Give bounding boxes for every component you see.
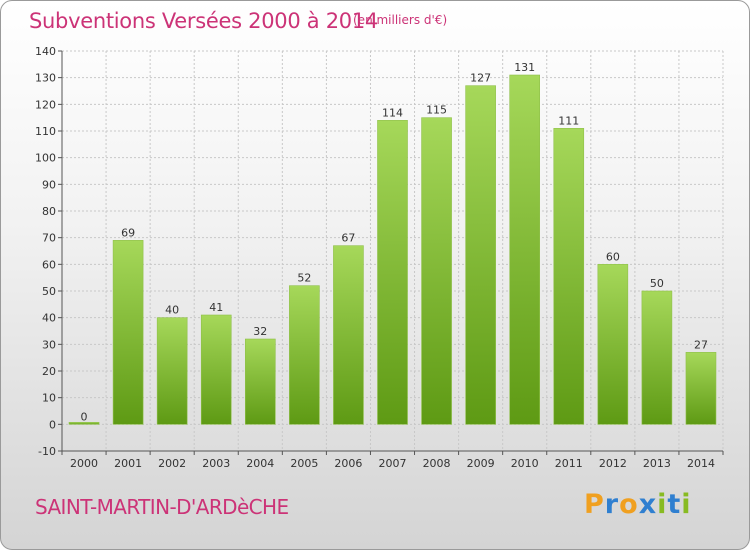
data-label-2005: 52 bbox=[297, 272, 311, 285]
data-label-2004: 32 bbox=[253, 325, 267, 338]
x-tick-label: 2005 bbox=[290, 457, 318, 470]
chart-title: Subventions Versées 2000 à 2014 bbox=[29, 9, 378, 33]
x-tick-label: 2014 bbox=[687, 457, 715, 470]
data-label-2006: 67 bbox=[341, 232, 355, 245]
data-label-2000: 0 bbox=[81, 410, 88, 423]
bar-2008 bbox=[421, 117, 452, 425]
y-tick-label: 30 bbox=[42, 338, 56, 351]
data-label-2012: 60 bbox=[606, 250, 620, 263]
data-label-2011: 111 bbox=[558, 114, 579, 127]
logo-letter: t bbox=[667, 489, 682, 520]
y-tick-label: 10 bbox=[42, 392, 56, 405]
labels: 0 2000 69 2001 40 2002 41 2003 32 2004 52 2005 67 200… bbox=[70, 61, 715, 470]
x-tick-label: 2011 bbox=[555, 457, 583, 470]
location-name: SAINT-MARTIN-D'ARDèCHE bbox=[35, 495, 289, 519]
y-tick-label: 140 bbox=[35, 45, 56, 58]
y-tick-label: 110 bbox=[35, 125, 56, 138]
x-tick-label: 2008 bbox=[423, 457, 451, 470]
data-label-2002: 40 bbox=[165, 304, 179, 317]
logo-letter: r bbox=[604, 489, 620, 520]
x-tick-label: 2003 bbox=[202, 457, 230, 470]
y-tick-label: 120 bbox=[35, 98, 56, 111]
x-tick-label: 2006 bbox=[334, 457, 362, 470]
bar-2010 bbox=[509, 74, 541, 425]
y-tick-label: -10 bbox=[38, 445, 56, 458]
data-label-2010: 131 bbox=[514, 61, 535, 74]
bar-2009 bbox=[465, 85, 496, 425]
x-tick-label: 2010 bbox=[511, 457, 539, 470]
bar-2001 bbox=[112, 240, 144, 425]
logo-letter: x bbox=[638, 489, 658, 520]
logo-letter: P bbox=[584, 489, 605, 520]
bar-2003 bbox=[200, 314, 232, 425]
data-label-2008: 115 bbox=[426, 104, 447, 117]
bar-2000 bbox=[68, 422, 100, 425]
x-tick-label: 2004 bbox=[246, 457, 274, 470]
x-tick-label: 2001 bbox=[114, 457, 142, 470]
logo-letter: i bbox=[681, 489, 692, 520]
y-tick-label: 40 bbox=[42, 312, 56, 325]
y-tick-label: 70 bbox=[42, 232, 56, 245]
data-label-2003: 41 bbox=[209, 301, 223, 314]
bar-2011 bbox=[553, 128, 585, 425]
bar-2005 bbox=[289, 285, 320, 425]
logo-letter: i bbox=[657, 489, 668, 520]
y-tick-label: 130 bbox=[35, 72, 56, 85]
bars bbox=[68, 74, 717, 425]
data-label-2013: 50 bbox=[650, 277, 664, 290]
data-label-2001: 69 bbox=[121, 226, 135, 239]
x-tick-label: 2013 bbox=[643, 457, 671, 470]
y-tick-label: 0 bbox=[49, 418, 56, 431]
y-tick-label: 90 bbox=[42, 178, 56, 191]
bar-2012 bbox=[597, 264, 629, 425]
x-tick-label: 2009 bbox=[467, 457, 495, 470]
x-tick-label: 2002 bbox=[158, 457, 186, 470]
axes: -10 0 10 20 30 40 50 60 70 80 90 100 110 120 130 140 bbox=[35, 45, 724, 458]
bar-2004 bbox=[245, 338, 276, 425]
proxiti-logo: Proxiti bbox=[584, 489, 692, 520]
data-label-2007: 114 bbox=[382, 106, 403, 119]
data-label-2009: 127 bbox=[470, 72, 491, 85]
y-tick-label: 80 bbox=[42, 205, 56, 218]
chart-subtitle: (en milliers d'€) bbox=[353, 13, 448, 27]
logo-letter: o bbox=[619, 489, 639, 520]
bar-2007 bbox=[377, 120, 408, 425]
y-tick-label: 20 bbox=[42, 365, 56, 378]
y-tick-label: 100 bbox=[35, 152, 56, 165]
y-tick-label: 60 bbox=[42, 258, 56, 271]
x-tick-label: 2007 bbox=[379, 457, 407, 470]
y-tick-label: 50 bbox=[42, 285, 56, 298]
data-label-2014: 27 bbox=[694, 338, 708, 351]
bar-2014 bbox=[685, 352, 717, 425]
bar-2006 bbox=[333, 245, 364, 425]
x-tick-label: 2000 bbox=[70, 457, 98, 470]
bar-2013 bbox=[641, 290, 673, 425]
x-tick-label: 2012 bbox=[599, 457, 627, 470]
bar-2002 bbox=[156, 317, 188, 425]
